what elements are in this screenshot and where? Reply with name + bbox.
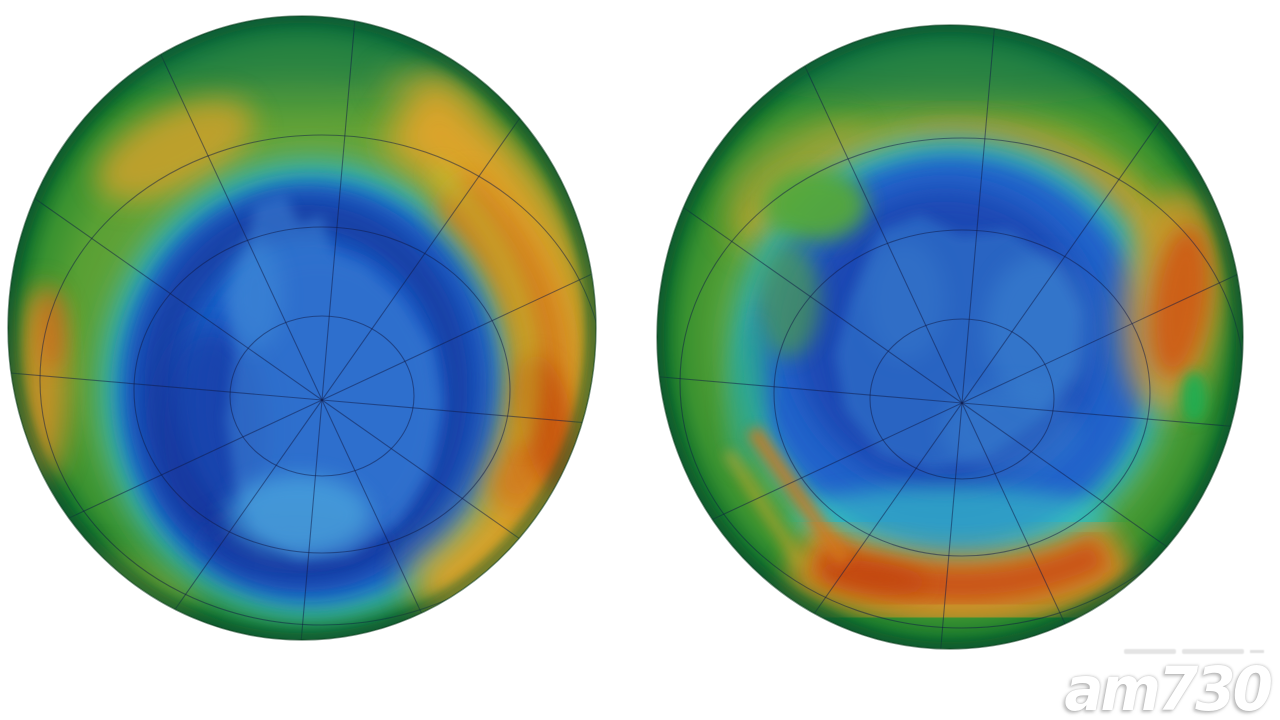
globe-outline-right: [656, 24, 1244, 650]
limb-shade: [8, 16, 596, 640]
orange-patch-topleft: [96, 98, 254, 202]
yellow-streak-diagonal: [723, 449, 807, 569]
green-intrusion-upperleft: [763, 169, 867, 241]
olive-patch-topleft: [726, 118, 864, 212]
orange-streak-diagonal: [746, 425, 852, 567]
light-patch-upper: [227, 240, 283, 350]
top-rim-teal: [57, 16, 547, 100]
watermark-logo: am730: [1064, 653, 1273, 720]
green-intrusion-left: [756, 242, 820, 358]
ice-shelf-light-patch: [226, 475, 370, 555]
watermark-fine-print: [1064, 649, 1264, 654]
light-patch-upperleft: [865, 240, 945, 360]
top-rim-teal: [705, 25, 1195, 108]
cyan-fringe-bottom: [790, 486, 1110, 554]
ozone-globe-left: [8, 16, 596, 640]
green-nub-rightedge: [1181, 371, 1207, 423]
ozone-globe-right: [657, 25, 1243, 649]
globe-outline-left: [7, 15, 597, 641]
fine-print-dash: [1250, 650, 1264, 653]
watermark: am730: [1064, 649, 1273, 720]
red-core-leftedge: [39, 290, 65, 370]
yellow-fringe: [430, 164, 538, 448]
red-hotspot-right: [1150, 226, 1210, 378]
light-patch-lower: [940, 385, 1080, 475]
fine-print-segment: [1182, 649, 1244, 654]
graticule-left: [8, 16, 596, 640]
light-patch-right: [985, 255, 1095, 405]
fine-print-segment: [1124, 649, 1176, 654]
limb-shade: [657, 25, 1243, 649]
